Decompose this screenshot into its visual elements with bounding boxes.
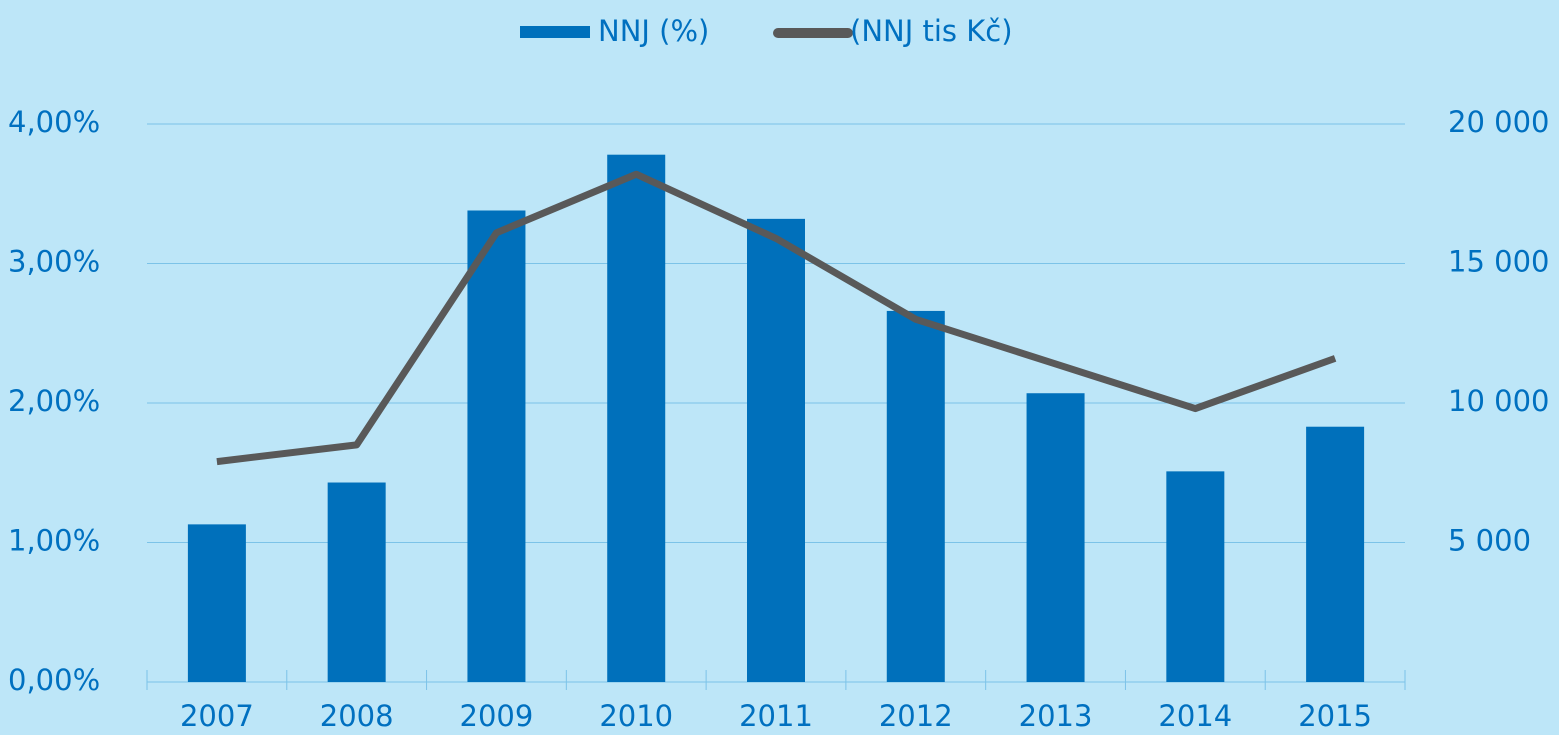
- x-tick-label: 2013: [1019, 699, 1093, 733]
- x-tick-label: 2011: [739, 699, 813, 733]
- y-tick-label: 3,00%: [8, 245, 100, 279]
- legend-label: (NNJ tis Kč): [850, 14, 1013, 48]
- bar: [187, 524, 246, 682]
- bar: [747, 218, 805, 683]
- legend-swatch: [520, 26, 590, 38]
- y2-tick-label: 20 000: [1448, 105, 1549, 139]
- x-tick-label: 2007: [180, 699, 254, 733]
- bar: [327, 482, 386, 682]
- y2-tick-label: 15 000: [1448, 245, 1549, 279]
- bar: [467, 210, 526, 683]
- y-tick-label: 1,00%: [8, 524, 100, 558]
- y-tick-label: 0,00%: [8, 663, 100, 697]
- bar: [886, 310, 945, 682]
- bar: [1166, 471, 1225, 682]
- bar: [607, 154, 666, 682]
- x-tick-label: 2012: [879, 699, 953, 733]
- bar: [1026, 393, 1085, 682]
- x-tick-label: 2009: [460, 699, 534, 733]
- y2-tick-label: 5 000: [1448, 524, 1531, 558]
- x-tick-label: 2010: [599, 699, 673, 733]
- x-tick-label: 2014: [1158, 699, 1232, 733]
- bar: [1306, 426, 1365, 682]
- line: [216, 170, 1337, 466]
- x-tick-label: 2015: [1298, 699, 1372, 733]
- legend-label: NNJ (%): [598, 14, 709, 48]
- y-tick-label: 4,00%: [8, 105, 100, 139]
- y2-tick-label: 10 000: [1448, 384, 1549, 418]
- y-tick-label: 2,00%: [8, 384, 100, 418]
- x-tick-label: 2008: [320, 699, 394, 733]
